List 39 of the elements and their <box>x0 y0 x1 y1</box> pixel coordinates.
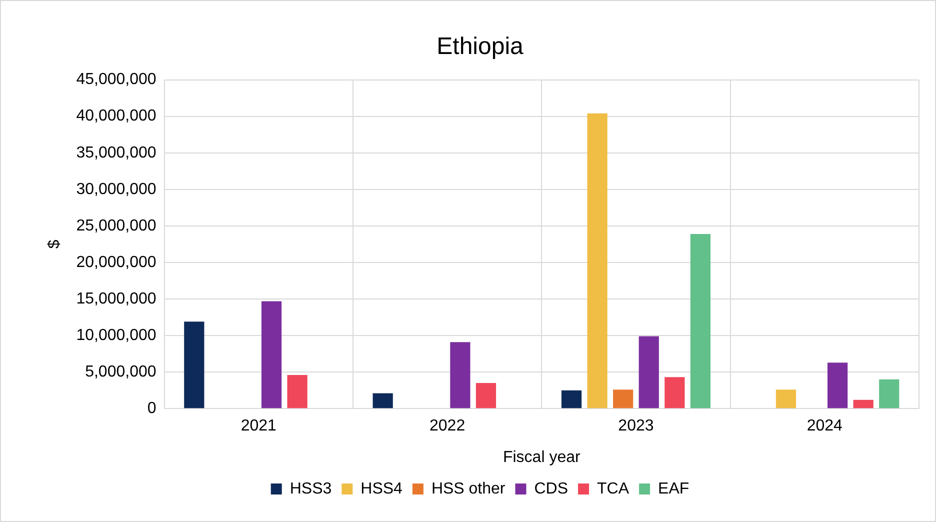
y-tick-label: 35,000,000 <box>76 144 156 162</box>
legend-label: HSS4 <box>360 480 403 498</box>
y-tick-label: 30,000,000 <box>76 180 156 198</box>
bar <box>287 374 308 408</box>
bar <box>664 377 685 408</box>
y-tick-label: 5,000,000 <box>85 363 156 380</box>
bar <box>184 322 204 408</box>
bar <box>613 390 634 408</box>
bar <box>561 390 582 408</box>
bar <box>690 234 710 408</box>
legend-label: TCA <box>597 480 630 498</box>
x-tick-label: 2021 <box>240 418 277 435</box>
y-tick-label: 10,000,000 <box>76 326 156 344</box>
bar <box>853 400 874 408</box>
legend-label: HSS other <box>431 480 506 498</box>
bar <box>372 393 393 408</box>
chart-title: Ethiopia <box>436 33 524 60</box>
bar <box>638 336 659 408</box>
y-axis-title: $ <box>46 240 64 249</box>
legend-label: CDS <box>534 480 568 498</box>
y-tick-label: 45,000,000 <box>76 71 156 88</box>
y-tick-label: 20,000,000 <box>76 254 156 271</box>
bar <box>261 301 282 408</box>
x-tick-label: 2023 <box>618 418 654 435</box>
bar <box>827 362 848 408</box>
y-tick-label: 40,000,000 <box>76 108 156 125</box>
x-tick-label: 2022 <box>430 418 466 435</box>
bar <box>776 390 796 408</box>
bar <box>879 379 900 408</box>
legend-label: HSS3 <box>290 480 332 498</box>
y-tick-label: 0 <box>147 400 156 418</box>
bar <box>476 383 496 408</box>
legend-label: EAF <box>658 480 690 498</box>
bar <box>587 113 608 408</box>
x-axis-title: Fiscal year <box>502 448 581 466</box>
y-tick-label: 25,000,000 <box>76 217 156 234</box>
bar <box>450 342 470 408</box>
y-tick-label: 15,000,000 <box>76 290 156 308</box>
x-tick-label: 2024 <box>806 418 843 435</box>
